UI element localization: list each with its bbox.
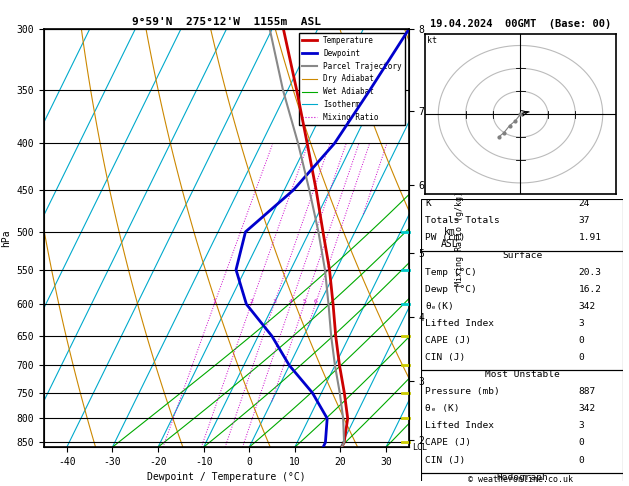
Text: 2: 2 bbox=[249, 299, 253, 304]
Text: CIN (J): CIN (J) bbox=[425, 455, 465, 465]
Text: 1.91: 1.91 bbox=[579, 233, 601, 243]
Text: 19.04.2024  00GMT  (Base: 00): 19.04.2024 00GMT (Base: 00) bbox=[430, 19, 611, 29]
Y-axis label: hPa: hPa bbox=[1, 229, 11, 247]
Text: LCL: LCL bbox=[413, 443, 428, 451]
Text: Mixing Ratio (g/kg): Mixing Ratio (g/kg) bbox=[455, 191, 464, 286]
Text: Surface: Surface bbox=[502, 250, 542, 260]
Text: 3: 3 bbox=[272, 299, 276, 304]
Title: 9°59'N  275°12'W  1155m  ASL: 9°59'N 275°12'W 1155m ASL bbox=[132, 17, 321, 27]
Text: Most Unstable: Most Unstable bbox=[485, 370, 559, 379]
Text: PW (cm): PW (cm) bbox=[425, 233, 465, 243]
Legend: Temperature, Dewpoint, Parcel Trajectory, Dry Adiabat, Wet Adiabat, Isotherm, Mi: Temperature, Dewpoint, Parcel Trajectory… bbox=[299, 33, 405, 125]
Text: kt: kt bbox=[427, 36, 437, 45]
Text: 0: 0 bbox=[579, 353, 584, 362]
Text: 887: 887 bbox=[579, 387, 596, 396]
Text: CIN (J): CIN (J) bbox=[425, 353, 465, 362]
Text: 0: 0 bbox=[579, 336, 584, 345]
Text: 3: 3 bbox=[579, 421, 584, 430]
Bar bbox=[421, 199, 623, 250]
Text: θₑ (K): θₑ (K) bbox=[425, 404, 460, 413]
Text: 3: 3 bbox=[579, 319, 584, 328]
Text: 4: 4 bbox=[289, 299, 293, 304]
Text: 6: 6 bbox=[313, 299, 317, 304]
Y-axis label: km
ASL: km ASL bbox=[441, 227, 459, 249]
Text: 20.3: 20.3 bbox=[579, 268, 601, 277]
Text: CAPE (J): CAPE (J) bbox=[425, 336, 472, 345]
Text: CAPE (J): CAPE (J) bbox=[425, 438, 472, 448]
Text: 342: 342 bbox=[579, 302, 596, 311]
Bar bbox=[421, 250, 623, 370]
Text: 24: 24 bbox=[579, 199, 590, 208]
X-axis label: Dewpoint / Temperature (°C): Dewpoint / Temperature (°C) bbox=[147, 472, 306, 483]
Text: 342: 342 bbox=[579, 404, 596, 413]
Bar bbox=[421, 370, 623, 472]
Text: Lifted Index: Lifted Index bbox=[425, 421, 494, 430]
Text: 1: 1 bbox=[213, 299, 216, 304]
Text: 0: 0 bbox=[579, 438, 584, 448]
Text: 16.2: 16.2 bbox=[579, 285, 601, 294]
Text: Hodograph: Hodograph bbox=[496, 472, 548, 482]
Text: Totals Totals: Totals Totals bbox=[425, 216, 500, 226]
Text: © weatheronline.co.uk: © weatheronline.co.uk bbox=[468, 474, 573, 484]
Text: 5: 5 bbox=[303, 299, 306, 304]
Text: θₑ(K): θₑ(K) bbox=[425, 302, 454, 311]
Text: Pressure (mb): Pressure (mb) bbox=[425, 387, 500, 396]
Bar bbox=[421, 472, 623, 486]
Text: Dewp (°C): Dewp (°C) bbox=[425, 285, 477, 294]
Text: K: K bbox=[425, 199, 431, 208]
Text: Lifted Index: Lifted Index bbox=[425, 319, 494, 328]
Text: 0: 0 bbox=[579, 455, 584, 465]
Text: Temp (°C): Temp (°C) bbox=[425, 268, 477, 277]
Text: 37: 37 bbox=[579, 216, 590, 226]
